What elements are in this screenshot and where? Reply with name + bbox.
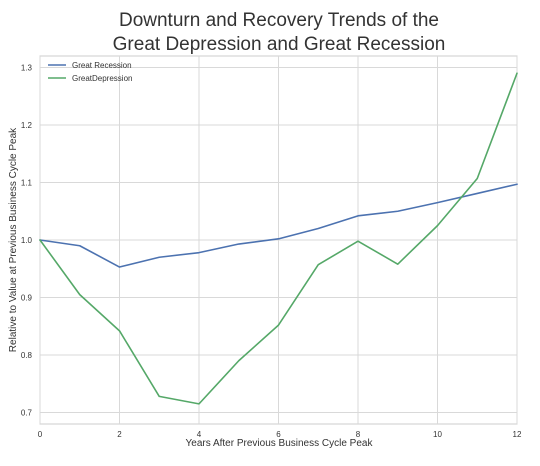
x-tick-label: 4 (197, 430, 202, 439)
x-tick-label: 0 (38, 430, 43, 439)
chart-title-line-2: Great Depression and Great Recession (113, 34, 446, 55)
x-tick-label: 8 (356, 430, 361, 439)
x-tick-label: 6 (276, 430, 281, 439)
y-tick-label: 0.7 (21, 409, 33, 418)
series-line-greatdepression (39, 72, 518, 405)
x-axis-label: Years After Previous Business Cycle Peak (186, 438, 374, 449)
y-tick-label: 0.8 (21, 351, 33, 360)
x-tick-label: 2 (117, 430, 122, 439)
x-tick-label: 10 (433, 430, 442, 439)
axis-layer: 0 2 4 6 8 10 12 0.7 0.8 0.9 1.0 1.1 1.2 1.3 (21, 64, 522, 440)
series-line-great-recession (39, 183, 518, 268)
y-tick-label: 0.9 (21, 294, 33, 303)
x-tick-label: 12 (513, 430, 522, 439)
legend-label-greatdepression: GreatDepression (72, 74, 132, 83)
legend-label-great-recession: Great Recession (72, 61, 132, 70)
legend: Great Recession GreatDepression (48, 61, 132, 83)
y-tick-label: 1.3 (21, 64, 33, 73)
grid-layer (39, 55, 518, 425)
series-layer (39, 72, 518, 405)
chart-title-line-1: Downturn and Recovery Trends of the (119, 10, 439, 31)
y-tick-label: 1.1 (21, 179, 33, 188)
y-tick-label: 1.2 (21, 121, 33, 130)
y-axis-label: Relative to Value at Previous Business C… (8, 127, 19, 352)
y-tick-label: 1.0 (21, 236, 33, 245)
